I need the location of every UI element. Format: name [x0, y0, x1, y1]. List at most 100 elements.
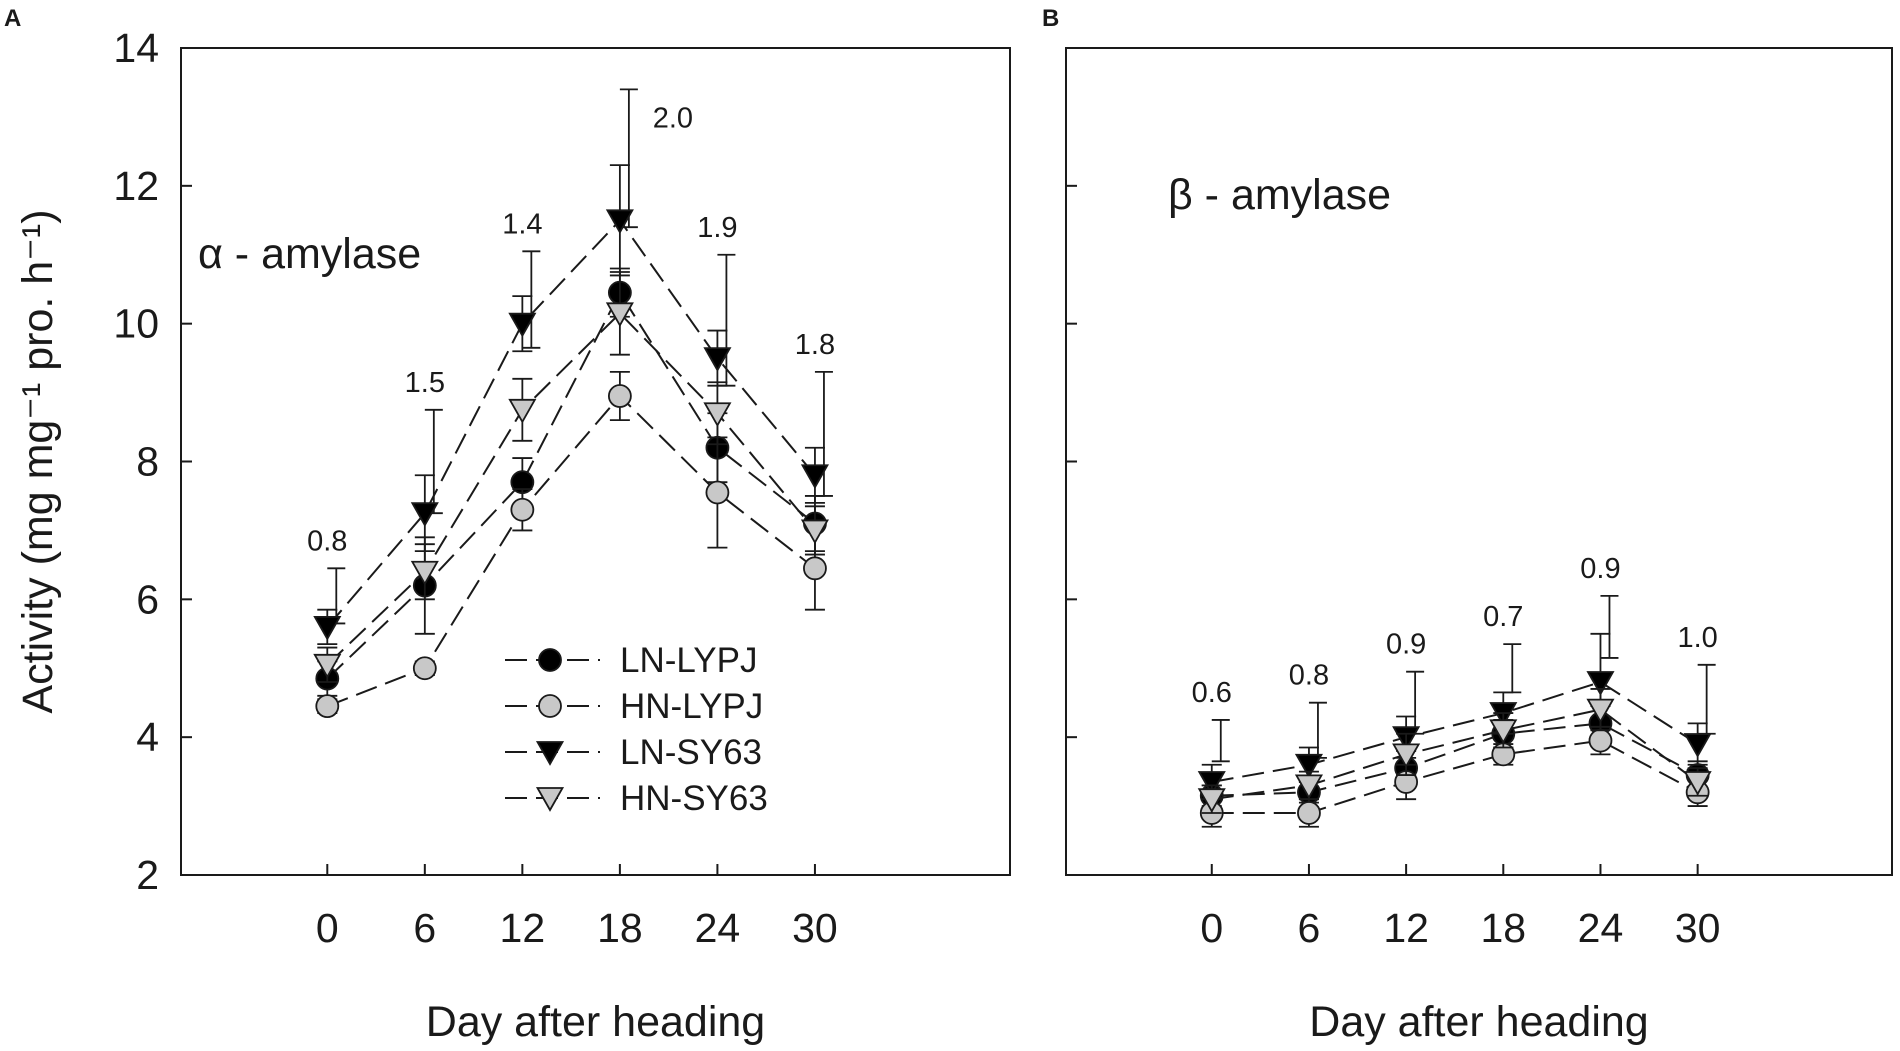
x-tick-label: 30	[1675, 905, 1721, 951]
legend-label: HN-LYPJ	[620, 687, 763, 726]
x-tick-label: 12	[500, 905, 546, 951]
lsd-bar	[619, 88, 638, 229]
data-point	[412, 656, 437, 681]
x-tick-label: 30	[792, 905, 838, 951]
series-ln-lypj	[1199, 705, 1710, 808]
data-point	[508, 312, 537, 338]
series-line	[1211, 680, 1699, 783]
series-line	[1211, 722, 1699, 797]
data-point	[1197, 788, 1226, 814]
data-point	[313, 616, 342, 641]
series-line	[326, 394, 816, 708]
y-tick-label: 6	[136, 576, 159, 622]
data-point	[315, 694, 340, 719]
series-ln-lypj	[315, 267, 827, 697]
series-ln-sy63	[1197, 632, 1712, 801]
x-tick-label: 0	[1200, 905, 1223, 951]
data-point	[605, 302, 634, 328]
panel-b: B 0 6 12 18 24 30 Day after heading β - amylase 0…	[1042, 5, 1893, 1046]
lsd-label: 0.7	[1483, 601, 1523, 633]
legend-entry: LN-LYPJ	[505, 641, 757, 680]
series-line	[1211, 708, 1699, 801]
lsd-bar	[1600, 594, 1619, 659]
series-line	[1211, 739, 1699, 814]
x-tick-label: 18	[1480, 905, 1526, 951]
lsd-bar	[522, 250, 541, 349]
legend-label: LN-LYPJ	[620, 641, 757, 680]
legend-marker	[535, 787, 565, 812]
series-ln-sy63	[313, 164, 829, 646]
panel-letter: B	[1042, 5, 1059, 32]
data-point	[1197, 771, 1226, 796]
data-point	[1489, 719, 1518, 745]
legend-entry: LN-SY63	[505, 733, 762, 772]
x-axis-title: Day after heading	[426, 998, 765, 1046]
lsd-label: 1.9	[697, 212, 737, 244]
series-line	[326, 290, 816, 680]
y-tick-label: 10	[113, 301, 159, 347]
legend-label: LN-SY63	[620, 733, 762, 772]
data-point	[703, 347, 732, 372]
lsd-label: 1.5	[405, 367, 445, 399]
data-point	[1586, 698, 1615, 724]
series-hn-sy63	[313, 271, 829, 683]
lsd-label: 0.8	[1289, 660, 1329, 692]
y-tick-label: 12	[113, 163, 159, 209]
y-tick-label: 8	[136, 439, 159, 485]
chart-title: α - amylase	[198, 230, 421, 278]
x-axis-title: Day after heading	[1309, 998, 1648, 1046]
data-point	[410, 502, 439, 528]
lsd-label: 1.8	[795, 329, 835, 361]
series-line	[326, 311, 816, 666]
series-line	[326, 218, 816, 628]
y-tick-label: 14	[113, 25, 159, 71]
lsd-label: 0.9	[1580, 553, 1620, 585]
x-tick-label: 24	[695, 905, 741, 951]
data-point	[1683, 733, 1712, 758]
data-point	[605, 209, 634, 235]
lsd-label: 1.0	[1677, 622, 1717, 654]
lsd-label: 0.9	[1386, 629, 1426, 661]
x-tick-label: 0	[316, 905, 339, 951]
lsd-label: 0.6	[1192, 677, 1232, 709]
data-point	[510, 497, 535, 522]
panel-letter: A	[4, 5, 21, 32]
legend-entry: HN-SY63	[505, 779, 768, 818]
lsd-label: 2.0	[653, 102, 693, 134]
y-tick-label: 4	[136, 714, 159, 760]
y-axis-title: Activity (mg mg⁻¹ pro. h⁻¹)	[14, 209, 62, 713]
legend-marker	[538, 648, 562, 672]
y-tick-label: 2	[136, 852, 159, 898]
data-point	[1294, 753, 1323, 779]
legend-marker	[535, 741, 565, 766]
data-point	[1392, 743, 1421, 769]
data-point	[803, 556, 827, 581]
data-point	[1294, 774, 1323, 800]
chart-title: β - amylase	[1168, 171, 1391, 219]
x-tick-label: 6	[1298, 905, 1321, 951]
series-hn-sy63	[1197, 688, 1712, 814]
data-point	[410, 560, 439, 586]
data-point	[705, 480, 730, 505]
data-point	[1683, 771, 1712, 796]
lsd-bar	[1211, 719, 1230, 763]
legend-entry: HN-LYPJ	[505, 687, 763, 726]
lsd-bar	[1308, 701, 1327, 759]
plot-frame	[180, 47, 1011, 876]
lsd-label: 0.8	[307, 525, 347, 557]
legend-marker	[538, 694, 562, 718]
x-tick-label: 24	[1578, 905, 1624, 951]
data-point	[1588, 728, 1613, 753]
data-point	[607, 384, 632, 408]
data-point	[1586, 671, 1615, 696]
lsd-bar	[1503, 643, 1522, 694]
data-point	[1297, 801, 1321, 825]
x-tick-label: 6	[413, 905, 436, 951]
data-point	[703, 402, 732, 428]
lsd-bar	[1406, 670, 1425, 735]
legend-label: HN-SY63	[620, 779, 768, 818]
data-point	[800, 519, 829, 545]
x-tick-label: 18	[597, 905, 643, 951]
x-tick-label: 12	[1383, 905, 1429, 951]
